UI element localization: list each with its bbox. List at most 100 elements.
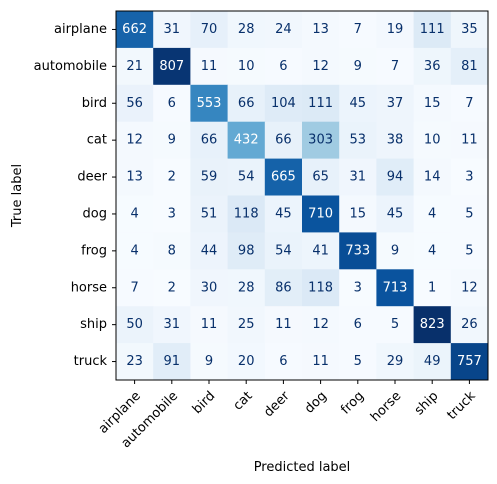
- heatmap-cell-value: 98: [238, 243, 255, 258]
- heatmap-cell-value: 6: [354, 317, 362, 332]
- heatmap-cell: [413, 47, 452, 86]
- heatmap-cell-value: 54: [238, 170, 255, 185]
- heatmap-cell-value: 13: [312, 22, 329, 37]
- heatmap-cell: [227, 47, 266, 86]
- heatmap-cell-value: 94: [387, 170, 404, 185]
- heatmap-cell: [413, 269, 452, 307]
- heatmap-cell: [450, 269, 489, 307]
- heatmap-cell-value: 12: [312, 59, 329, 74]
- heatmap-cell-value: 66: [275, 133, 292, 148]
- heatmap-cell-value: 4: [428, 206, 436, 221]
- heatmap-cell-value: 11: [201, 317, 218, 332]
- heatmap-cell-value: 2: [168, 280, 176, 295]
- heatmap-cell: [302, 343, 340, 381]
- heatmap-cell: [190, 121, 229, 160]
- heatmap-cell-value: 9: [205, 354, 213, 369]
- heatmap-cell-value: 31: [164, 22, 181, 37]
- heatmap-cell: [227, 269, 266, 307]
- x-tick-label: truck: [445, 388, 480, 423]
- heatmap-cell-value: 45: [275, 206, 292, 221]
- heatmap-cell-value: 86: [275, 280, 292, 295]
- heatmap-cell-value: 25: [238, 317, 255, 332]
- heatmap-cell: [302, 232, 340, 270]
- heatmap-cell-value: 59: [201, 170, 218, 185]
- heatmap-cell-value: 662: [122, 22, 147, 37]
- heatmap-cell: [302, 84, 340, 123]
- heatmap-cell-value: 7: [130, 280, 138, 295]
- heatmap-cell: [190, 47, 229, 86]
- heatmap-cell-value: 45: [387, 206, 404, 221]
- heatmap-cell-value: 4: [130, 243, 138, 258]
- heatmap-cell-value: 14: [424, 170, 441, 185]
- heatmap-cell: [264, 11, 303, 49]
- heatmap-cell-value: 733: [345, 243, 370, 258]
- heatmap-cell: [339, 195, 377, 233]
- heatmap-cell-value: 66: [201, 133, 218, 148]
- heatmap-cell-value: 7: [465, 96, 473, 111]
- heatmap-cell-value: 10: [424, 133, 441, 148]
- heatmap-cell-value: 11: [312, 354, 329, 369]
- heatmap-cell-value: 7: [391, 59, 399, 74]
- heatmap-cell: [413, 195, 452, 233]
- y-tick-label: deer: [77, 170, 107, 185]
- heatmap-cell-value: 29: [387, 354, 404, 369]
- heatmap-cell: [413, 158, 452, 196]
- heatmap-cell-value: 2: [168, 170, 176, 185]
- heatmap-cell-value: 31: [164, 317, 181, 332]
- heatmap-cell-value: 10: [238, 59, 255, 74]
- heatmap-cell-value: 5: [465, 243, 473, 258]
- heatmap-cell-value: 15: [350, 206, 367, 221]
- y-tick-label: cat: [87, 133, 107, 148]
- y-axis-ticks: airplane automobile bird cat deer dog frog hors…: [34, 22, 116, 369]
- heatmap-cell: [413, 306, 452, 344]
- heatmap-cell: [450, 232, 489, 270]
- heatmap-cell: [116, 158, 154, 196]
- heatmap-cell: [376, 47, 415, 86]
- heatmap-cell-value: 65: [312, 170, 329, 185]
- heatmap-cell-value: 11: [275, 317, 292, 332]
- heatmap-cell-value: 104: [271, 96, 296, 111]
- heatmap-cell: [227, 158, 266, 196]
- heatmap-cell: [190, 158, 229, 196]
- heatmap-cell-value: 37: [387, 96, 404, 111]
- heatmap-cell: [116, 11, 154, 49]
- heatmap-cell: [264, 195, 303, 233]
- heatmap-cell: [376, 158, 415, 196]
- heatmap-cell-value: 30: [201, 280, 218, 295]
- x-tick-label: frog: [338, 389, 367, 418]
- heatmap-cell-value: 66: [238, 96, 255, 111]
- y-tick-label: bird: [82, 96, 107, 111]
- heatmap-cell: [227, 306, 266, 344]
- heatmap-cell: [302, 269, 340, 307]
- heatmap-cell-value: 5: [465, 206, 473, 221]
- heatmap-cell: [153, 195, 191, 233]
- heatmap-cell: [190, 306, 229, 344]
- y-tick-label: automobile: [34, 59, 107, 74]
- heatmap-cell: [450, 11, 489, 49]
- heatmap-cell: [376, 195, 415, 233]
- heatmap-cell-value: 31: [350, 170, 367, 185]
- heatmap-cell-value: 823: [420, 317, 445, 332]
- heatmap-cell: [339, 47, 377, 86]
- heatmap-cell: [339, 343, 377, 381]
- heatmap-cell: [376, 232, 415, 270]
- heatmap-cell: [153, 306, 191, 344]
- heatmap-cell: [302, 11, 340, 49]
- heatmap-cell: [376, 84, 415, 123]
- heatmap-cell: [227, 343, 266, 381]
- y-tick-label: airplane: [54, 22, 107, 37]
- x-tick-label: horse: [368, 389, 404, 425]
- x-tick-label: ship: [412, 389, 442, 419]
- heatmap-cell: [450, 306, 489, 344]
- heatmap-cell-value: 118: [234, 206, 259, 221]
- heatmap-cell: [302, 121, 340, 160]
- y-axis-label: True label: [10, 164, 25, 228]
- heatmap-cell-value: 35: [461, 22, 478, 37]
- heatmap-cell: [302, 195, 340, 233]
- heatmap-cell-value: 11: [461, 133, 478, 148]
- heatmap-cell: [116, 84, 154, 123]
- heatmap-cell: [264, 121, 303, 160]
- heatmap-cell: [190, 11, 229, 49]
